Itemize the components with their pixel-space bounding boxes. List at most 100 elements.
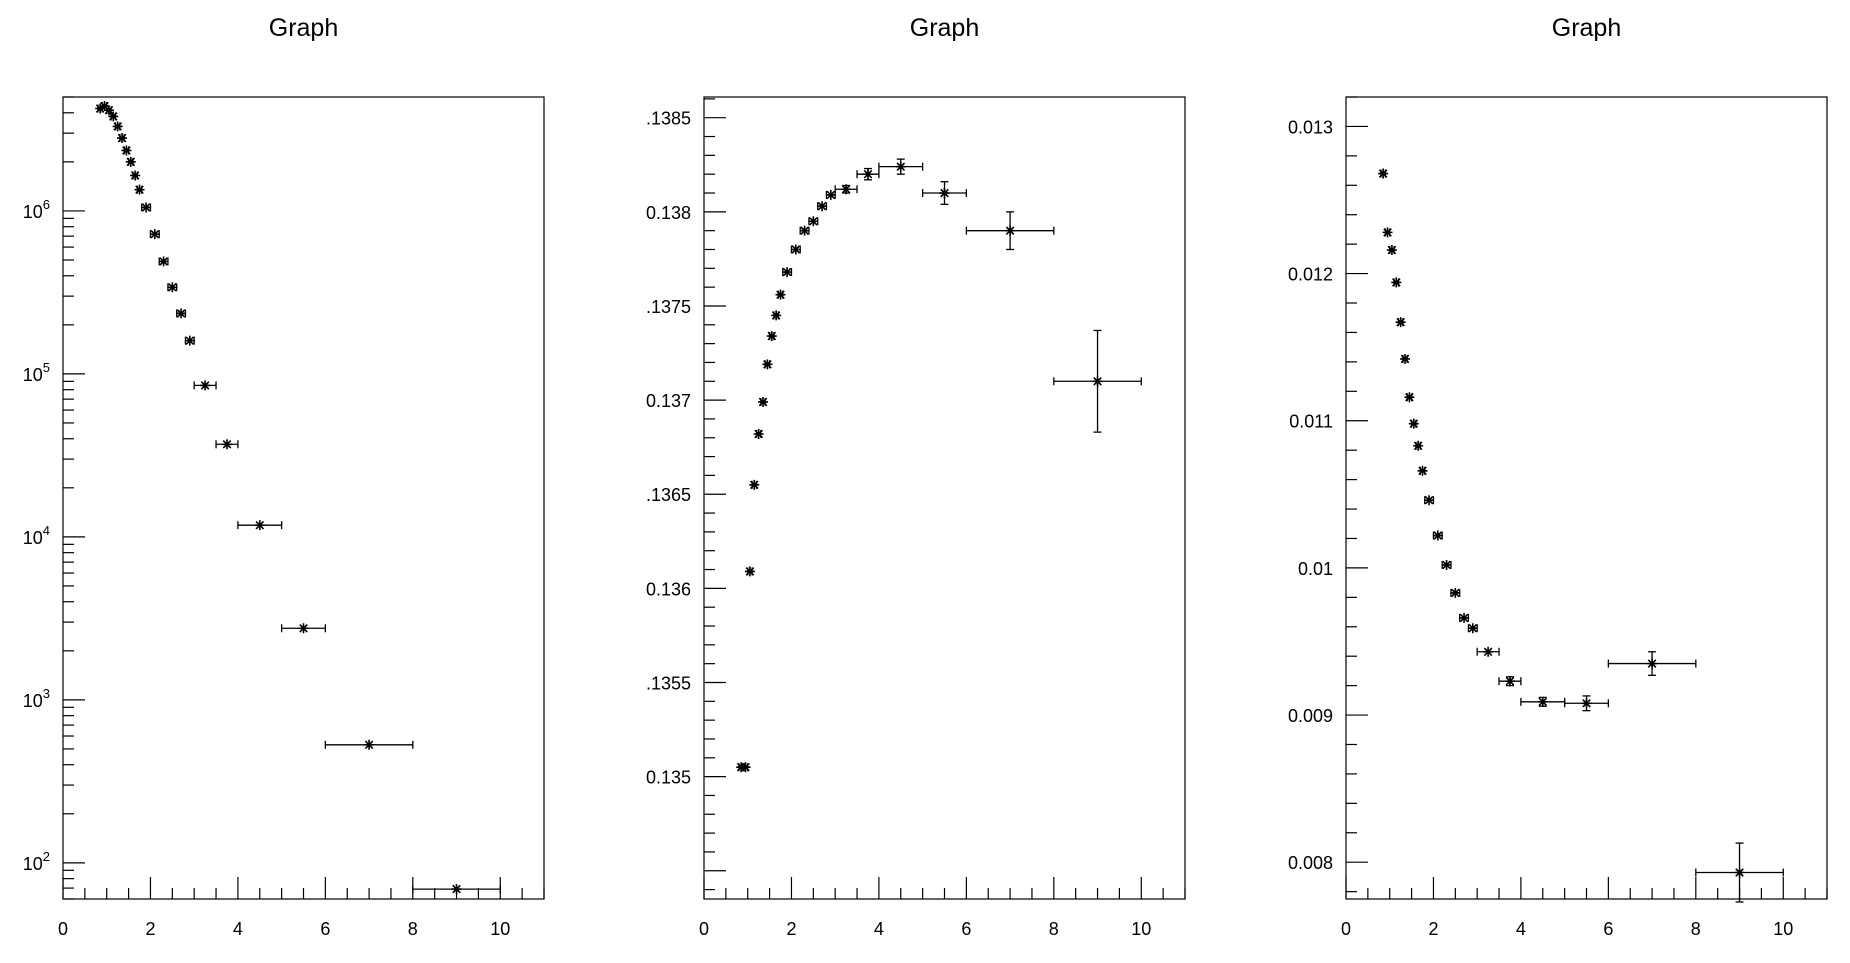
data-point xyxy=(1432,530,1443,541)
data-point xyxy=(134,184,145,195)
star-marker xyxy=(125,156,136,167)
y-tick-label: 0.137 xyxy=(646,391,691,411)
x-tick-label: 4 xyxy=(233,919,243,939)
star-marker xyxy=(121,145,132,156)
y-tick-label: 0.136 xyxy=(646,579,691,599)
y-tick-label: 103 xyxy=(23,686,50,711)
star-marker xyxy=(117,133,128,144)
star-marker xyxy=(1459,612,1470,623)
data-point xyxy=(825,189,836,200)
star-marker xyxy=(141,202,152,213)
y-tick-base: 10 xyxy=(23,202,43,222)
data-point xyxy=(1382,227,1393,238)
data-point xyxy=(1563,695,1610,712)
star-marker xyxy=(1092,376,1103,387)
star-marker xyxy=(799,225,810,236)
y-tick-base: 10 xyxy=(23,528,43,548)
y-tick-label: 0.008 xyxy=(1288,853,1333,873)
x-tick-label: 10 xyxy=(1131,919,1151,939)
data-point xyxy=(1467,623,1478,634)
star-marker xyxy=(364,739,375,750)
x-tick-label: 2 xyxy=(786,919,796,939)
data-point xyxy=(184,335,195,346)
data-point xyxy=(108,111,119,122)
star-marker xyxy=(134,184,145,195)
star-marker xyxy=(1424,495,1435,506)
y-tick-label: .1355 xyxy=(646,673,691,693)
data-point xyxy=(878,158,924,175)
data-point xyxy=(1476,646,1500,657)
data-point xyxy=(775,289,786,300)
data-point xyxy=(1417,465,1428,476)
data-point xyxy=(1450,587,1461,598)
plot-frame xyxy=(703,96,1186,900)
data-point xyxy=(744,566,755,577)
data-point xyxy=(921,181,968,205)
data-point xyxy=(1459,612,1470,623)
data-point xyxy=(1395,317,1406,328)
star-marker xyxy=(95,103,106,114)
star-marker xyxy=(766,331,777,342)
x-tick-label: 6 xyxy=(961,919,971,939)
star-marker xyxy=(1395,317,1406,328)
data-point xyxy=(817,201,828,212)
chart-title: Graph xyxy=(1552,14,1621,42)
data-point xyxy=(176,308,187,319)
star-marker xyxy=(782,267,793,278)
y-tick-base: 10 xyxy=(23,854,43,874)
data-point xyxy=(1498,676,1522,687)
data-point xyxy=(237,520,283,531)
data-point xyxy=(749,479,760,490)
star-marker xyxy=(1581,698,1592,709)
y-tick-label: 106 xyxy=(23,197,50,222)
data-point xyxy=(141,202,152,213)
star-marker xyxy=(176,308,187,319)
data-point xyxy=(149,229,160,240)
star-marker xyxy=(740,762,751,773)
star-marker xyxy=(1413,440,1424,451)
star-marker xyxy=(758,396,769,407)
star-marker xyxy=(753,428,764,439)
star-marker xyxy=(108,111,119,122)
data-point xyxy=(834,184,858,195)
star-marker xyxy=(112,121,123,132)
star-marker xyxy=(1386,245,1397,256)
x-tick-label: 10 xyxy=(490,919,510,939)
data-point xyxy=(1408,418,1419,429)
data-point xyxy=(1053,329,1142,433)
star-marker xyxy=(1734,867,1745,878)
data-point xyxy=(1520,696,1566,707)
data-point xyxy=(1400,353,1411,364)
star-marker xyxy=(158,256,169,267)
star-marker xyxy=(749,479,760,490)
x-tick-label: 10 xyxy=(1773,919,1793,939)
y-tick-exponent: 5 xyxy=(43,360,50,375)
data-point xyxy=(856,167,880,181)
star-marker xyxy=(103,105,114,116)
star-marker xyxy=(862,169,873,180)
data-point xyxy=(740,762,751,773)
x-tick-label: 4 xyxy=(1516,919,1526,939)
data-point xyxy=(99,101,110,112)
data-point xyxy=(1695,842,1784,903)
data-point xyxy=(130,170,141,181)
data-point xyxy=(762,359,773,370)
data-point xyxy=(112,121,123,132)
x-tick-label: 8 xyxy=(1691,919,1701,939)
chart-title: Graph xyxy=(910,14,979,42)
y-tick-label: .1375 xyxy=(646,297,691,317)
star-marker xyxy=(1467,623,1478,634)
data-point xyxy=(412,884,501,895)
y-tick-exponent: 2 xyxy=(43,849,50,864)
star-marker xyxy=(1417,465,1428,476)
y-tick-label: 0.011 xyxy=(1289,412,1333,432)
y-tick-label: 0.013 xyxy=(1288,117,1333,137)
y-tick-exponent: 6 xyxy=(43,197,50,212)
star-marker xyxy=(1400,353,1411,364)
y-tick-label: 0.012 xyxy=(1288,265,1333,285)
data-point xyxy=(103,105,114,116)
x-tick-label: 0 xyxy=(58,919,68,939)
x-tick-label: 4 xyxy=(874,919,884,939)
